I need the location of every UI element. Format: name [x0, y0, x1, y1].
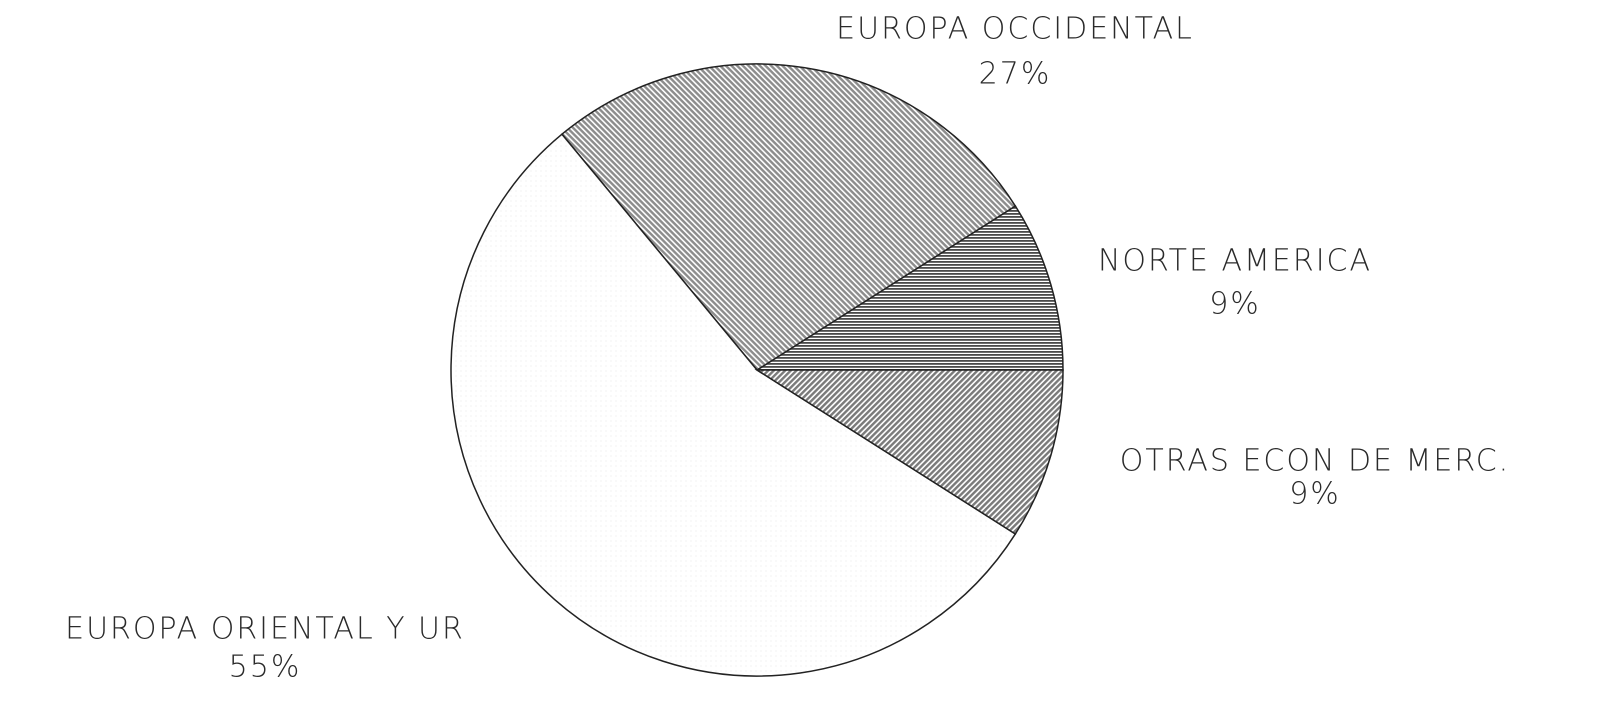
slice-value-label: 9%: [1209, 287, 1261, 322]
pie-slice: [450, 133, 1017, 677]
slice-label: OTRAS ECON DE MERC.: [1120, 444, 1510, 479]
slice-value-label: 55%: [229, 650, 302, 685]
pie-slice: [560, 63, 1017, 371]
pie-slice: [754, 369, 1064, 535]
slice-label: EUROPA OCCIDENTAL: [836, 12, 1194, 47]
slice-value-label: 9%: [1289, 477, 1341, 512]
slice-value-label: 27%: [979, 57, 1052, 92]
slice-label: EUROPA ORIENTAL Y UR: [65, 612, 465, 647]
pie-slice: [754, 205, 1064, 371]
slice-label: NORTE AMERICA: [1098, 244, 1372, 279]
